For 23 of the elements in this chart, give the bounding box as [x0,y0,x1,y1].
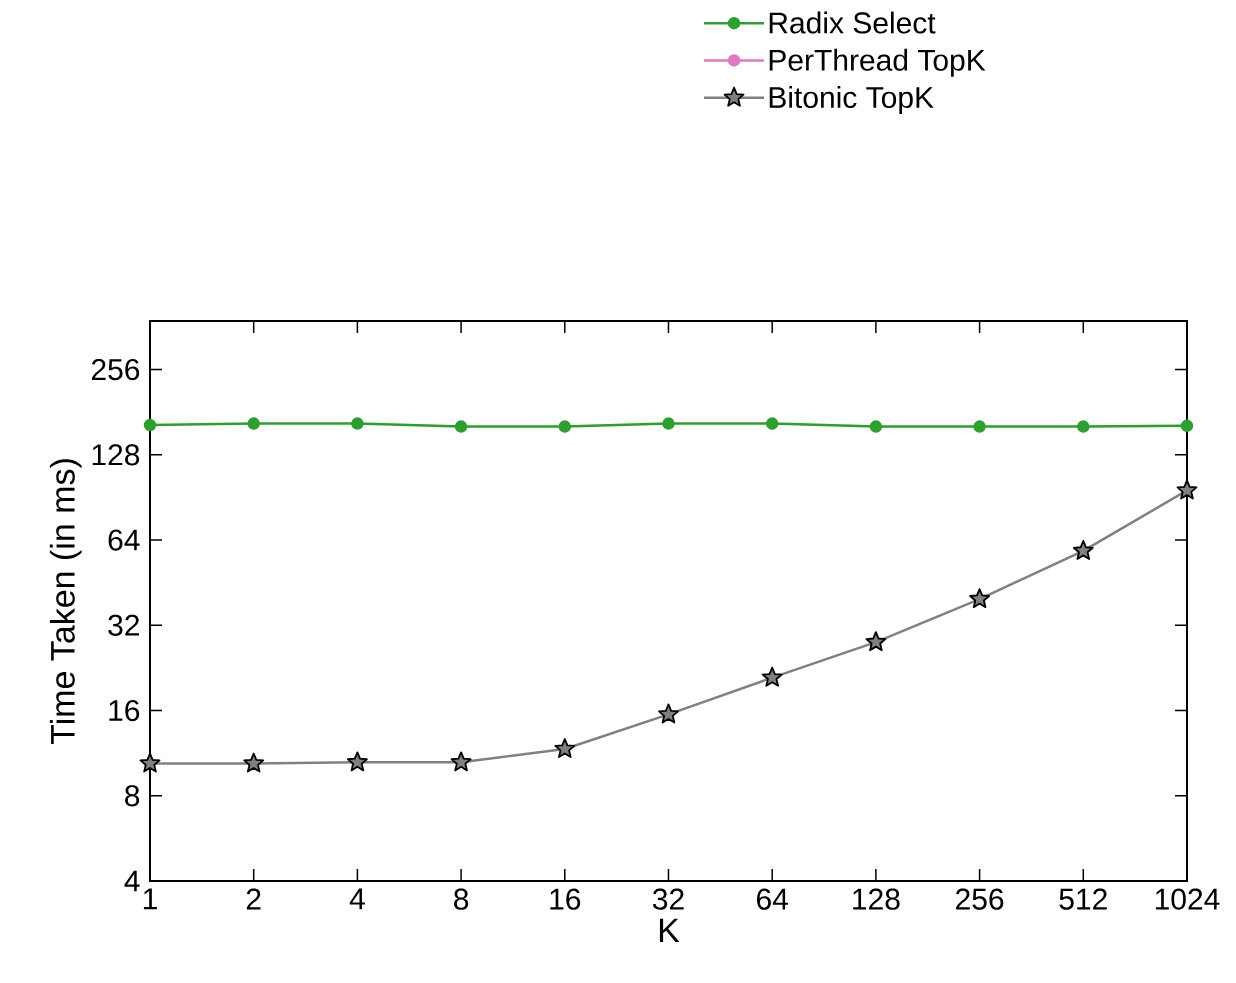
y-tick-label: 256 [91,358,140,381]
y-tick-label: 16 [109,699,140,722]
x-tick-label: 64 [757,888,788,910]
x-tick-label: 1 [143,888,157,910]
x-tick-label: 1024 [1155,888,1220,910]
y-tick-label: 8 [125,785,140,807]
legend-label: PerThread TopK [769,48,986,77]
x-tick-label: 512 [1059,888,1107,910]
y-tick-label: 32 [108,614,139,636]
y-tick-label: 4 [124,870,140,892]
x-tick-label: 2 [246,888,261,910]
legend-label: Radix Select [769,11,936,34]
x-tick-label: 256 [956,888,1004,910]
y-tick-label: 128 [92,444,140,466]
x-tick-label: 32 [652,888,684,910]
x-tick-label: 8 [454,888,469,910]
y-tick-label: 64 [108,529,140,551]
x-tick-label: 128 [853,888,900,910]
x-axis-title: K [659,918,680,943]
x-tick-label: 16 [550,888,581,910]
y-axis-title: Time Taken (in ms) [49,459,82,745]
legend-label: Bitonic TopK [769,86,934,115]
x-tick-label: 4 [349,888,365,910]
